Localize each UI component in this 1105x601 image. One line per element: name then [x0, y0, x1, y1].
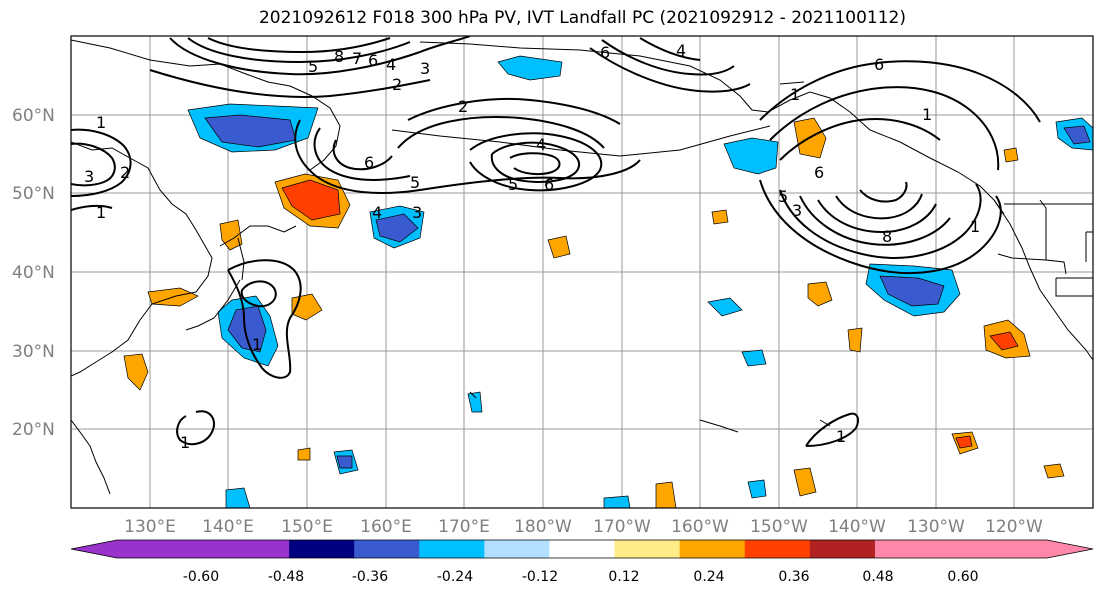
colorbar-segment [809, 540, 876, 558]
colorbar-tick: -0.60 [183, 569, 219, 585]
contour-label: 4 [536, 135, 546, 154]
contour-label: 5 [778, 187, 788, 206]
lon-label: 150°W [750, 517, 808, 537]
contour-label: 1 [252, 335, 262, 354]
colorbar-tick: -0.24 [437, 569, 473, 585]
contour-label: 2 [120, 163, 130, 182]
map-title: 2021092612 F018 300 hPa PV, IVT Landfall… [258, 8, 906, 28]
colorbar-segment [289, 540, 355, 558]
contour-label: 1 [96, 113, 106, 132]
contour-label: 1 [180, 433, 190, 452]
ivt-shading [123, 55, 1093, 508]
lon-label: 160°E [360, 517, 412, 537]
colorbar-segment [679, 540, 746, 558]
pv-contours [71, 36, 1041, 447]
coastlines [71, 39, 1093, 495]
lon-label: 140°E [202, 517, 254, 537]
contour-label: 3 [792, 201, 802, 220]
lon-label: 180°W [514, 517, 572, 537]
contour-label: 5 [308, 57, 318, 76]
lon-label: 170°W [593, 517, 651, 537]
lon-label: 170°E [438, 517, 490, 537]
map-frame [70, 35, 1094, 509]
colorbar-tick: -0.36 [352, 569, 388, 585]
contour-label: 5 [410, 173, 420, 192]
colorbar-segments [71, 540, 1093, 558]
colorbar-segment [874, 540, 1093, 558]
lat-label: 60°N [12, 106, 55, 126]
colorbar-tick: 0.60 [947, 569, 978, 585]
contour-label: 5 [508, 175, 518, 194]
contour-label: 6 [368, 51, 378, 70]
colorbar-segment [484, 540, 550, 558]
contour-label: 4 [386, 55, 396, 74]
lat-label: 40°N [12, 263, 55, 283]
contour-label: 6 [600, 43, 610, 62]
contour-label: 4 [676, 41, 686, 60]
lon-label: 130°E [124, 517, 176, 537]
contour-label: 6 [544, 175, 554, 194]
contour-label: 8 [334, 47, 344, 66]
lon-label: 120°W [985, 517, 1043, 537]
contour-label: 7 [352, 49, 362, 68]
colorbar-tick: -0.48 [268, 569, 304, 585]
contour-label: 1 [836, 427, 846, 446]
lon-label: 140°W [828, 517, 886, 537]
contour-label: 3 [412, 203, 422, 222]
colorbar-tick: 0.24 [693, 569, 724, 585]
lat-label: 50°N [12, 184, 55, 204]
colorbar-segment [71, 540, 290, 558]
contour-label: 3 [84, 167, 94, 186]
contour-labels: 1 3 2 1 5 8 7 6 4 3 2 2 6 5 4 3 4 5 6 6 … [84, 41, 980, 452]
colorbar-tick: 0.48 [862, 569, 893, 585]
contour-label: 8 [882, 227, 892, 246]
colorbar: -0.60 -0.48 -0.36 -0.24 -0.12 0.12 0.24 … [70, 539, 1094, 585]
longitude-labels: 130°E 140°E 150°E 160°E 170°E 180°W 170°… [124, 517, 1043, 537]
contour-label: 4 [372, 203, 382, 222]
colorbar-segment [419, 540, 485, 558]
colorbar-segment [354, 540, 420, 558]
lon-label: 130°W [907, 517, 965, 537]
contour-label: 1 [96, 203, 106, 222]
colorbar-outline [70, 539, 1094, 559]
colorbar-tick: 0.36 [778, 569, 809, 585]
contour-label: 1 [790, 85, 800, 104]
lat-label: 30°N [12, 342, 55, 362]
contour-label: 6 [814, 163, 824, 182]
colorbar-segment [614, 540, 681, 558]
lon-label: 150°E [281, 517, 333, 537]
latitude-labels: 60°N 50°N 40°N 30°N 20°N [12, 106, 55, 440]
contour-label: 1 [970, 217, 980, 236]
contour-label: 2 [458, 97, 468, 116]
colorbar-segment [744, 540, 811, 558]
contour-label: 3 [420, 59, 430, 78]
lon-label: 160°W [671, 517, 729, 537]
colorbar-ticks: -0.60 -0.48 -0.36 -0.24 -0.12 0.12 0.24 … [183, 569, 979, 585]
contour-label: 1 [922, 105, 932, 124]
contour-label: 6 [874, 55, 884, 74]
contour-label: 6 [364, 153, 374, 172]
lat-label: 20°N [12, 420, 55, 440]
colorbar-segment [549, 540, 616, 558]
contour-label: 2 [392, 75, 402, 94]
colorbar-tick: -0.12 [522, 569, 558, 585]
colorbar-tick: 0.12 [608, 569, 639, 585]
